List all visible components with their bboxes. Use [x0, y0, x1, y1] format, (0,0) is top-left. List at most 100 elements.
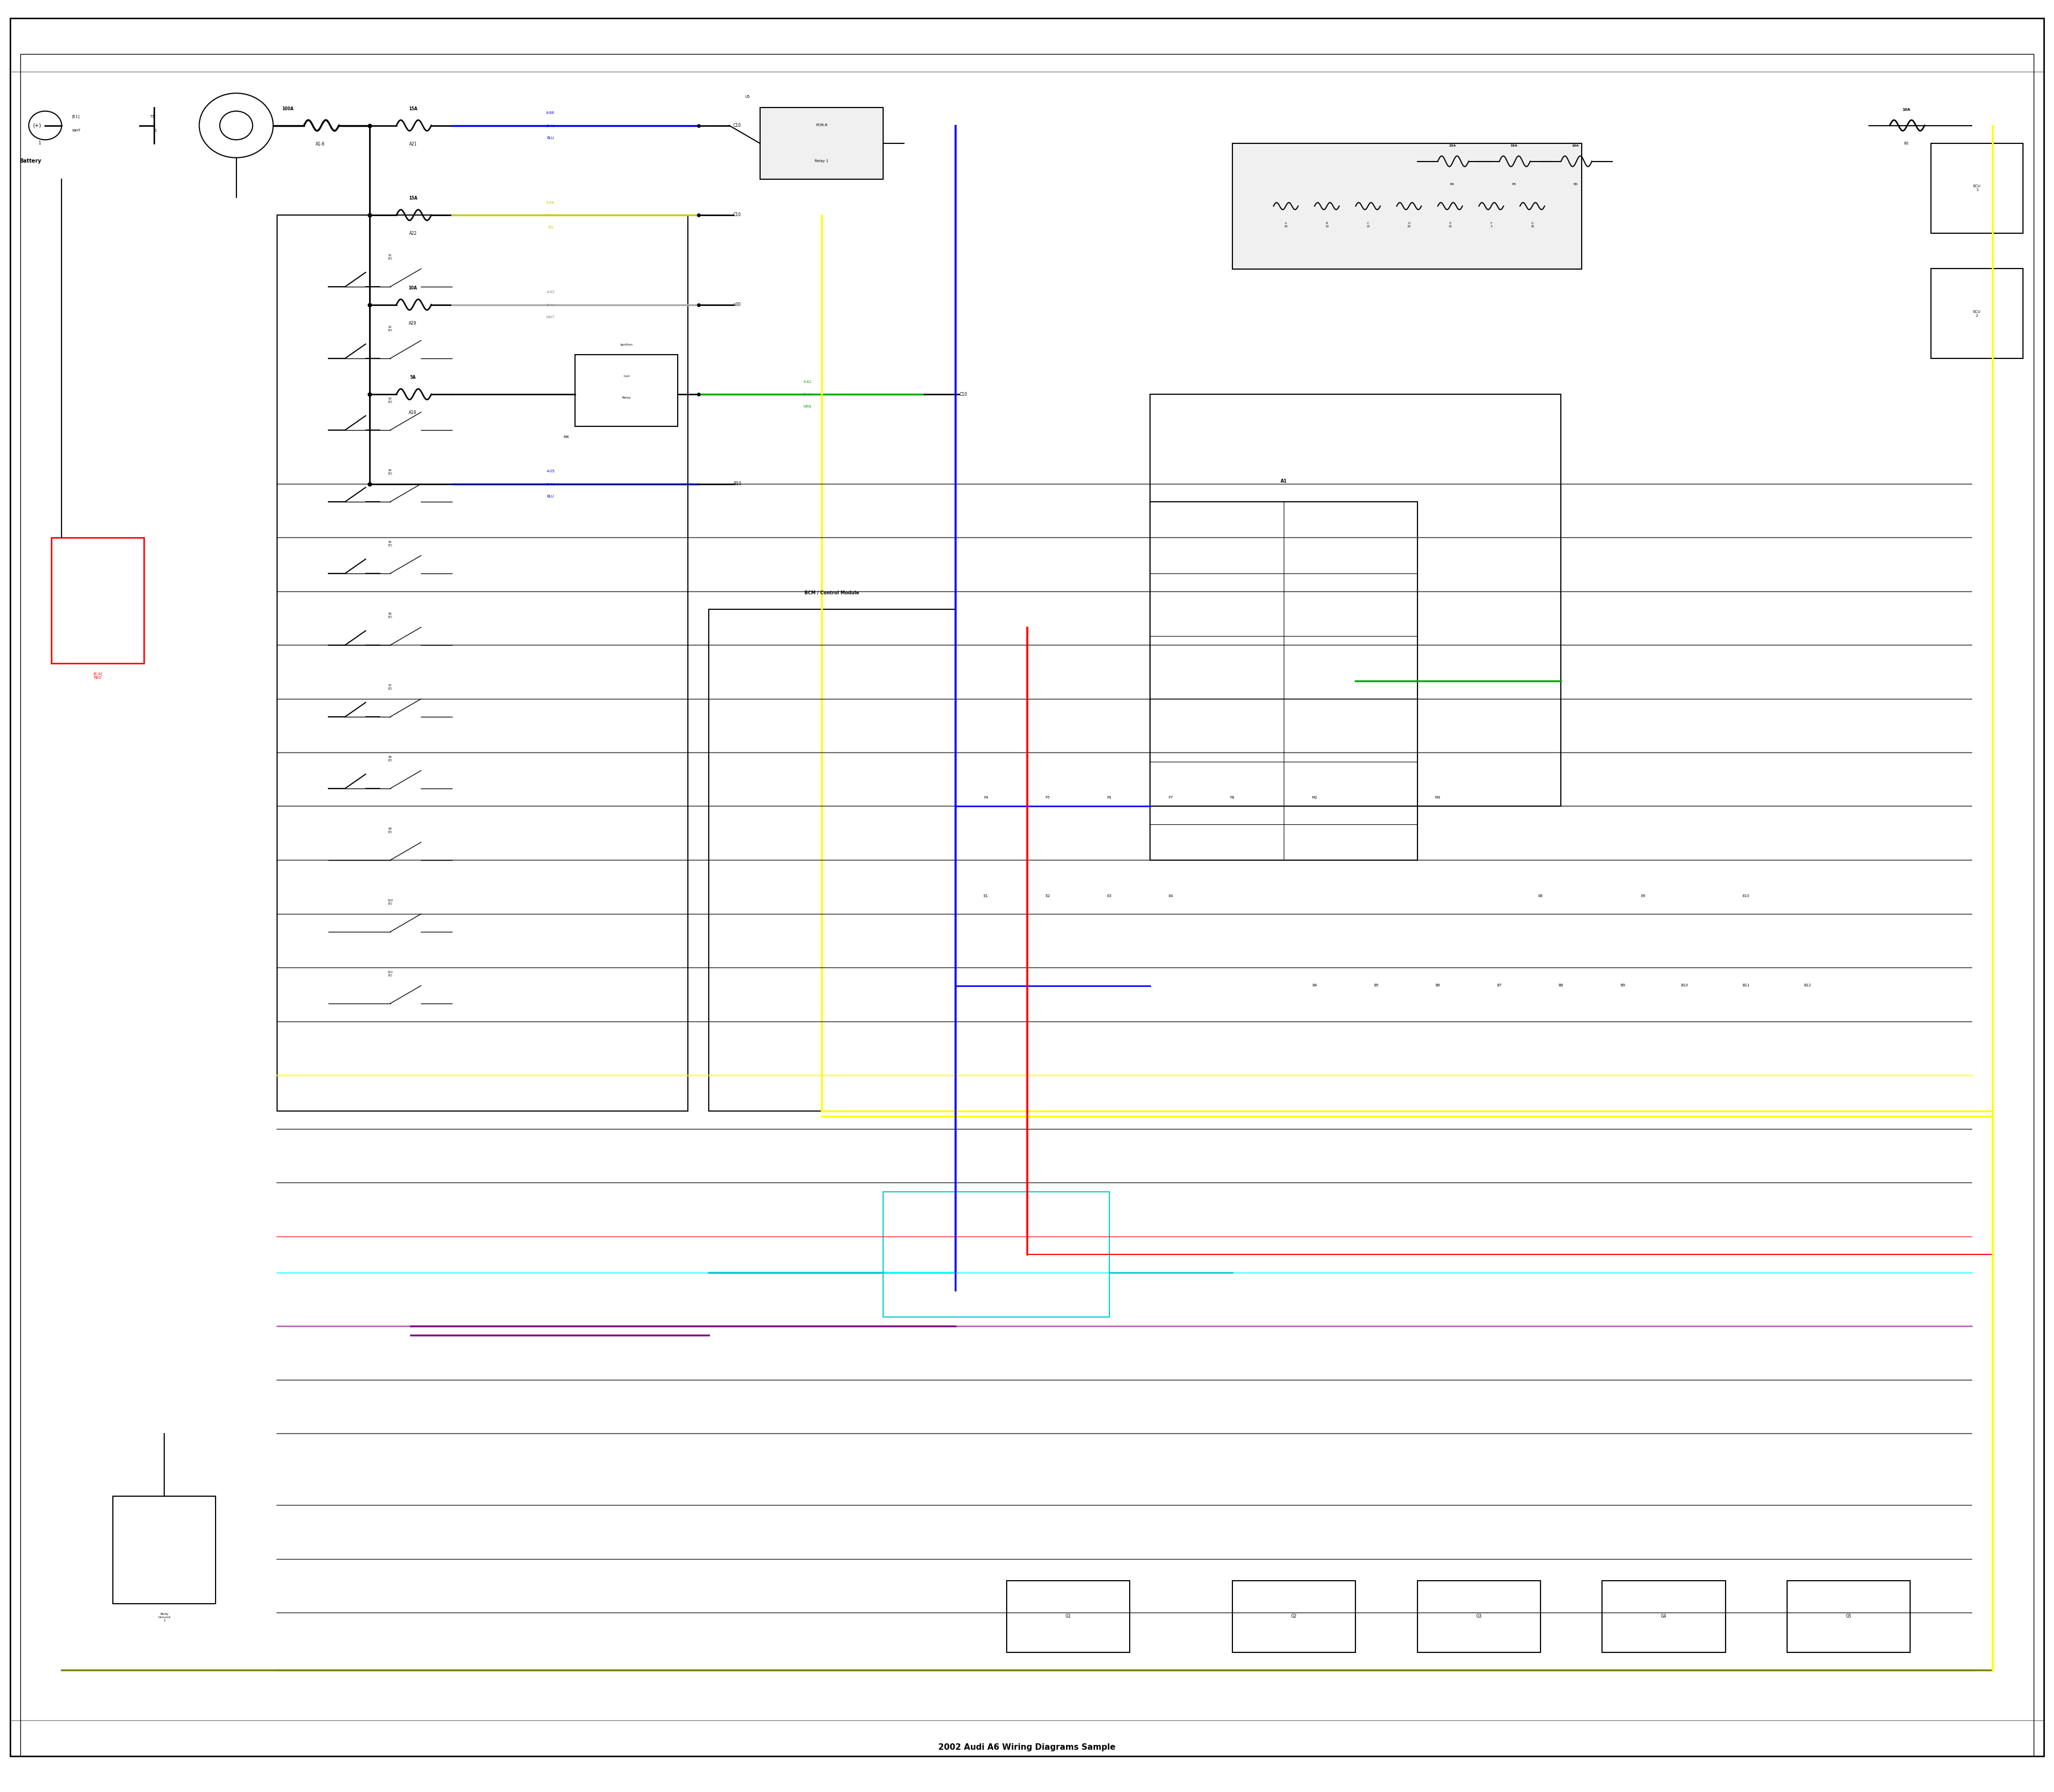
Text: 4-68: 4-68 [546, 201, 555, 204]
Text: 2002 Audi A6 Wiring Diagrams Sample: 2002 Audi A6 Wiring Diagrams Sample [939, 1744, 1115, 1751]
Text: G2: G2 [1292, 1615, 1296, 1618]
Text: E8: E8 [1538, 894, 1543, 898]
Text: Relay 1: Relay 1 [815, 159, 828, 163]
Text: A21: A21 [409, 142, 417, 147]
Text: WHT: WHT [546, 315, 555, 319]
FancyBboxPatch shape [21, 54, 2033, 1756]
Text: [E,A]: [E,A] [546, 482, 555, 486]
Text: Relay: Relay [622, 396, 631, 400]
Text: D
20: D 20 [1407, 222, 1411, 228]
Text: Coil: Coil [622, 375, 631, 378]
Text: B9: B9 [1621, 984, 1625, 987]
Text: S6
[E]: S6 [E] [388, 613, 392, 618]
Text: B
10: B 10 [1325, 222, 1329, 228]
Text: A19: A19 [409, 410, 417, 416]
Text: 1: 1 [39, 142, 41, 145]
Text: 15A: 15A [1448, 145, 1456, 147]
Text: 5A: 5A [411, 375, 415, 380]
Text: a30: a30 [733, 303, 741, 306]
Text: T1: T1 [150, 115, 154, 118]
Text: 15A: 15A [409, 106, 417, 111]
Text: B4: B4 [1313, 984, 1317, 987]
Text: S10
[E]: S10 [E] [388, 900, 392, 905]
Text: [E,A]: [E,A] [803, 392, 811, 396]
Text: B7: B7 [1497, 984, 1501, 987]
Text: 10A: 10A [409, 285, 417, 290]
Text: C10: C10 [733, 213, 741, 217]
Text: U5: U5 [746, 95, 750, 99]
Text: E4: E4 [1169, 894, 1173, 898]
Text: PCM-R: PCM-R [815, 124, 828, 127]
Text: Battery: Battery [18, 159, 41, 163]
Text: WHT: WHT [72, 129, 80, 133]
Text: [E1]: [E1] [72, 115, 80, 118]
Text: E10: E10 [1742, 894, 1750, 898]
Text: C10: C10 [959, 392, 967, 396]
Text: B12: B12 [1803, 984, 1812, 987]
Text: F4: F4 [984, 796, 988, 799]
FancyBboxPatch shape [1232, 143, 1582, 269]
Text: E9: E9 [1641, 894, 1645, 898]
Text: A1-6: A1-6 [316, 142, 325, 147]
Text: F7: F7 [1169, 796, 1173, 799]
Text: BLU: BLU [546, 136, 555, 140]
Text: BLU: BLU [546, 495, 555, 498]
Text: [E,A]
RED: [E,A] RED [92, 672, 103, 679]
Text: GRN: GRN [803, 405, 811, 409]
Text: 4-42: 4-42 [803, 380, 811, 383]
Text: 15A: 15A [1510, 145, 1518, 147]
Text: C10: C10 [733, 124, 741, 127]
Text: Body
Ground
1: Body Ground 1 [158, 1613, 170, 1622]
Text: B4: B4 [1450, 183, 1454, 185]
Text: Ignition: Ignition [620, 344, 633, 346]
Text: E2: E2 [1045, 894, 1050, 898]
Text: M2: M2 [1313, 796, 1317, 799]
Text: S11
[E]: S11 [E] [388, 971, 392, 977]
Text: G3: G3 [1477, 1615, 1481, 1618]
Text: G
30: G 30 [1530, 222, 1534, 228]
Text: A22: A22 [409, 231, 417, 237]
Text: A1: A1 [1280, 478, 1288, 484]
Text: B6: B6 [1573, 183, 1577, 185]
Text: 1: 1 [154, 129, 156, 133]
Text: F6: F6 [1107, 796, 1111, 799]
Text: S2
[E]: S2 [E] [388, 326, 392, 332]
Text: M4: M4 [563, 435, 569, 439]
Text: E1: E1 [984, 894, 988, 898]
Text: 4-05: 4-05 [546, 470, 555, 473]
Text: S4
[E]: S4 [E] [388, 470, 392, 475]
Text: 15A: 15A [409, 195, 417, 201]
Text: S8
[E]: S8 [E] [388, 756, 392, 762]
Text: BCM / Control Module: BCM / Control Module [805, 590, 859, 595]
Text: G5: G5 [1847, 1615, 1851, 1618]
Text: (+): (+) [33, 124, 41, 127]
Text: 100A: 100A [281, 106, 294, 111]
Text: G1: G1 [1066, 1615, 1070, 1618]
Text: 10A: 10A [1571, 145, 1580, 147]
Text: G4: G4 [1662, 1615, 1666, 1618]
Text: B10: B10 [1680, 984, 1688, 987]
Text: F8: F8 [1230, 796, 1234, 799]
Text: ECU
2: ECU 2 [1974, 310, 1980, 317]
Text: S5
[E]: S5 [E] [388, 541, 392, 547]
Text: 4-40: 4-40 [546, 290, 555, 294]
Text: 4-86: 4-86 [546, 111, 555, 115]
Text: A29: A29 [409, 321, 417, 326]
Text: ECU
1: ECU 1 [1974, 185, 1980, 192]
Text: B8: B8 [1559, 984, 1563, 987]
Text: M3: M3 [1436, 796, 1440, 799]
Text: B6: B6 [1436, 984, 1440, 987]
Text: B5: B5 [1512, 183, 1516, 185]
Text: E
10: E 10 [1448, 222, 1452, 228]
Text: B11: B11 [1742, 984, 1750, 987]
Text: E3: E3 [1107, 894, 1111, 898]
Text: B10: B10 [733, 482, 741, 486]
Text: C
15: C 15 [1366, 222, 1370, 228]
Text: [E,A]: [E,A] [546, 124, 555, 127]
FancyBboxPatch shape [760, 108, 883, 179]
Text: 10A: 10A [1902, 108, 1910, 111]
Text: [E,A]: [E,A] [546, 303, 555, 306]
Text: S1
[E]: S1 [E] [388, 254, 392, 260]
Text: [E,A]: [E,A] [546, 213, 555, 217]
Text: A
30: A 30 [1284, 222, 1288, 228]
